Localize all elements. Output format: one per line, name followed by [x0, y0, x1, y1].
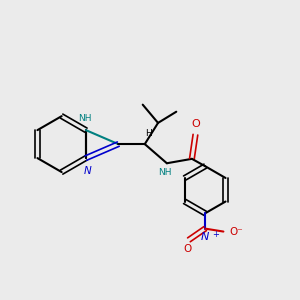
Text: H: H [146, 129, 152, 138]
Text: N: N [83, 166, 91, 176]
Text: O: O [191, 119, 200, 129]
Text: +: + [212, 230, 219, 239]
Text: N: N [201, 232, 209, 242]
Text: NH: NH [78, 114, 91, 123]
Text: NH: NH [158, 168, 171, 177]
Text: O⁻: O⁻ [229, 226, 243, 237]
Text: O: O [183, 244, 192, 254]
